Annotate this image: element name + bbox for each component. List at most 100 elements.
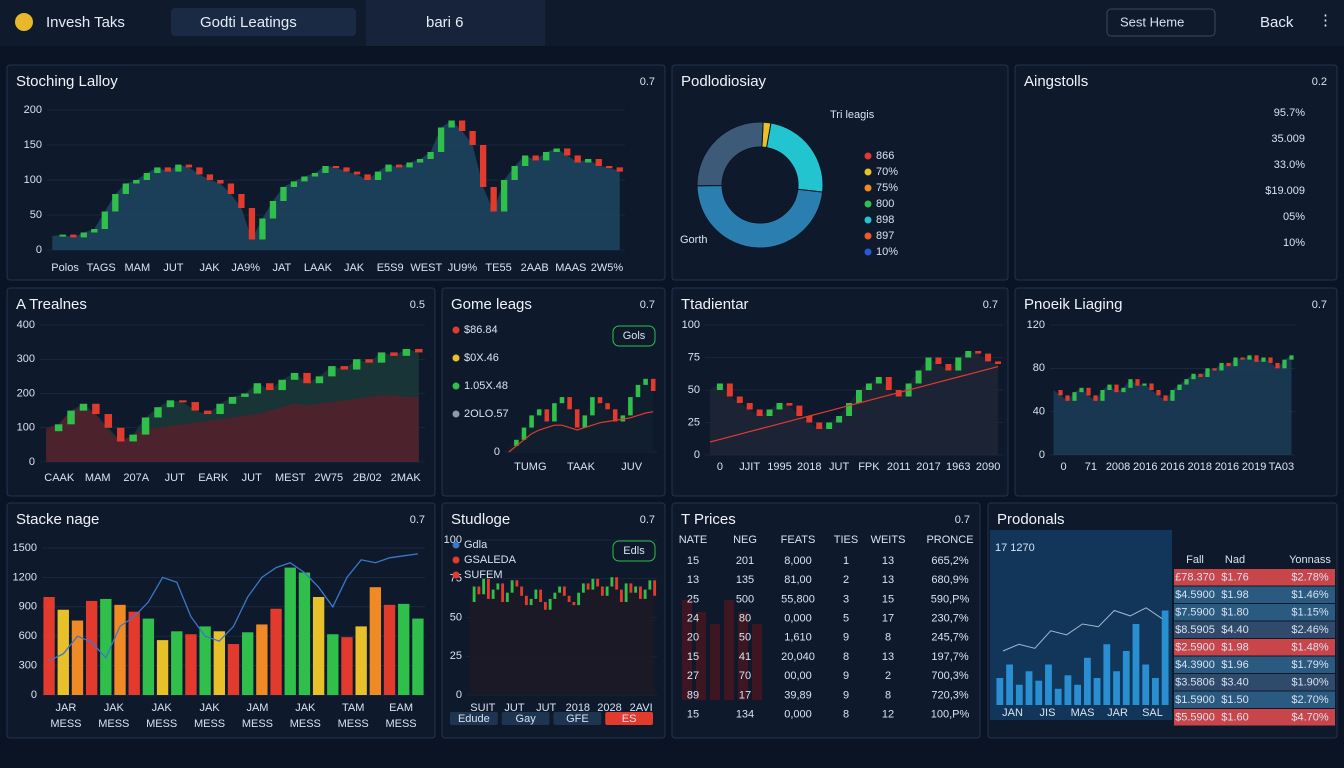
table-cell: 50 xyxy=(739,632,751,644)
button-label[interactable]: Gols xyxy=(623,330,646,342)
panel-title: Gome leags xyxy=(451,296,532,313)
donut-segment xyxy=(696,184,824,249)
panel-title: Aingstolls xyxy=(1024,73,1088,90)
y-tick-label: 0 xyxy=(694,449,700,461)
button[interactable] xyxy=(605,712,653,725)
y-tick-label: 600 xyxy=(19,630,37,642)
candle xyxy=(612,409,618,422)
stat-value: 05% xyxy=(1283,211,1305,223)
candle xyxy=(1247,355,1252,360)
table-cell: $1.96 xyxy=(1221,659,1249,671)
panel-badge: 0.7 xyxy=(640,514,655,526)
x-tick-label: SAL xyxy=(1142,707,1163,719)
menu-button-label[interactable]: Sest Heme xyxy=(1120,14,1184,29)
button-label[interactable]: Gay xyxy=(516,713,537,725)
menu-button[interactable] xyxy=(1106,8,1216,37)
y-tick-label: 400 xyxy=(17,319,35,331)
candle xyxy=(567,397,572,410)
button[interactable] xyxy=(612,540,656,562)
x-tick-label: JIS xyxy=(1040,707,1056,719)
button-label[interactable]: Edls xyxy=(623,545,645,557)
line xyxy=(1002,607,1163,652)
button[interactable] xyxy=(501,712,550,725)
y-tick-label: 0 xyxy=(31,689,37,701)
search-text[interactable]: Godti Leatings xyxy=(200,14,297,31)
candle xyxy=(925,357,932,371)
bar xyxy=(242,632,254,695)
x-tick-label: MESS xyxy=(385,718,416,730)
candle xyxy=(985,353,992,362)
x-tick-label: 2028 xyxy=(597,702,621,714)
x-tick-label: 2AVI xyxy=(630,702,653,714)
button-label[interactable]: GFE xyxy=(566,713,589,725)
app-name[interactable]: Invesh Taks xyxy=(46,14,125,31)
bar xyxy=(1122,651,1130,705)
x-tick-label: JUT xyxy=(504,702,524,714)
button-label[interactable]: ES xyxy=(622,713,637,725)
button-label[interactable]: Edude xyxy=(458,713,490,725)
y-tick-label: 50 xyxy=(30,209,42,221)
candle xyxy=(390,352,398,356)
candle xyxy=(185,164,193,168)
candle xyxy=(562,586,566,596)
candle xyxy=(553,148,560,152)
x-tick-label: JAK xyxy=(199,262,220,274)
candle xyxy=(514,439,519,446)
candle xyxy=(1065,395,1070,401)
table-cell: 1 xyxy=(843,555,849,567)
candle xyxy=(133,180,140,184)
more-menu[interactable]: ⋮ xyxy=(1318,12,1333,29)
candle xyxy=(472,586,476,602)
button[interactable] xyxy=(612,325,656,347)
candle xyxy=(643,378,648,385)
candle xyxy=(536,409,542,416)
x-tick-label: JUT xyxy=(163,262,183,274)
candle xyxy=(303,372,311,384)
tab[interactable] xyxy=(366,0,545,46)
legend-swatch xyxy=(864,200,872,208)
table-cell: 39,89 xyxy=(784,689,812,701)
bar xyxy=(1152,678,1159,705)
table-cell: 15 xyxy=(687,651,699,663)
candle xyxy=(496,583,500,590)
x-tick-label: JJIT xyxy=(739,461,760,473)
table-row xyxy=(1174,604,1335,621)
x-tick-label: TAAK xyxy=(567,461,596,473)
legend-label: 75% xyxy=(876,182,898,194)
bar xyxy=(57,609,69,695)
candle xyxy=(332,166,340,168)
tab-label[interactable]: bari 6 xyxy=(426,14,464,31)
candle xyxy=(532,155,539,161)
x-tick-label: JAR xyxy=(56,702,77,714)
legend-swatch xyxy=(864,184,872,192)
candle xyxy=(1149,383,1154,390)
column-header: Nad xyxy=(1225,554,1245,566)
column-header: WEITS xyxy=(871,534,906,546)
x-tick-label: MAM xyxy=(85,472,111,484)
candle xyxy=(511,166,518,180)
candle xyxy=(427,152,434,159)
panel-title: Ttadientar xyxy=(681,296,749,313)
x-tick-label: 2019 xyxy=(1242,461,1266,473)
candle xyxy=(600,586,604,596)
candle xyxy=(79,403,88,411)
bar xyxy=(1113,671,1120,705)
panel-badge: 0.7 xyxy=(410,514,425,526)
bar xyxy=(213,631,225,695)
table-cell: 15 xyxy=(687,555,699,567)
candle xyxy=(206,174,214,180)
back-button[interactable]: Back xyxy=(1260,14,1294,31)
x-tick-label: JAK xyxy=(199,702,220,714)
search-box[interactable] xyxy=(171,8,356,36)
candle xyxy=(311,173,319,177)
candle xyxy=(796,405,803,416)
x-tick-label: 2016 xyxy=(1160,461,1184,473)
candle xyxy=(605,586,609,596)
button[interactable] xyxy=(553,712,602,725)
bar xyxy=(1142,664,1150,705)
column-header: Yonnass xyxy=(1289,554,1331,566)
area xyxy=(1053,355,1292,455)
candle xyxy=(406,162,413,168)
candle xyxy=(543,602,547,610)
button[interactable] xyxy=(450,712,498,725)
